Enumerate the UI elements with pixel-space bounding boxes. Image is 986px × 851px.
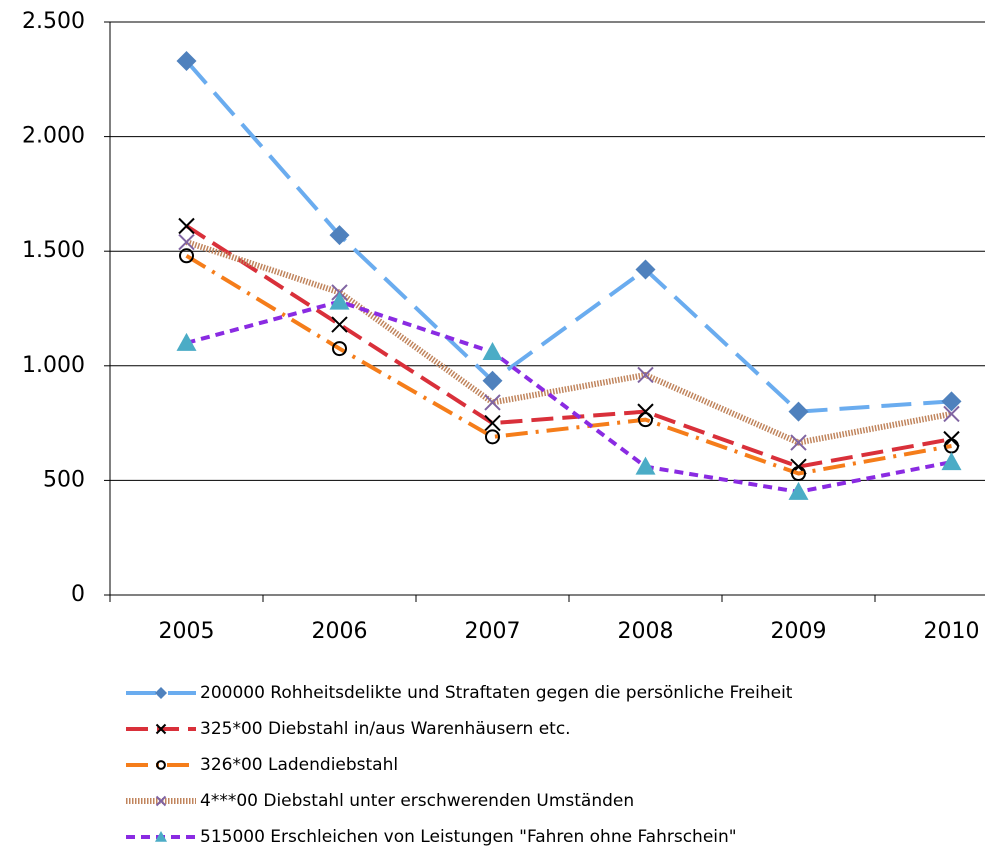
y-tick-label: 2.500 xyxy=(22,9,85,34)
marker xyxy=(156,760,166,770)
marker xyxy=(155,687,167,699)
marker xyxy=(943,405,960,423)
y-tick-label: 2.000 xyxy=(22,124,85,149)
x-tick-label: 2009 xyxy=(771,619,827,644)
legend-label: 326*00 Ladendiebstahl xyxy=(200,755,398,775)
marker xyxy=(484,414,501,432)
series-line xyxy=(185,239,953,446)
y-tick-label: 0 xyxy=(71,582,85,607)
legend-marker xyxy=(155,723,167,735)
marker xyxy=(791,466,806,482)
marker xyxy=(331,316,348,333)
marker xyxy=(635,456,656,475)
marker xyxy=(482,342,503,361)
series-line xyxy=(185,299,952,494)
marker xyxy=(482,370,503,391)
marker xyxy=(329,291,350,310)
marker xyxy=(155,723,167,735)
marker xyxy=(485,429,500,445)
x-tick-label: 2010 xyxy=(924,619,980,644)
marker xyxy=(635,259,656,280)
x-tick-label: 2008 xyxy=(618,619,674,644)
series-line xyxy=(184,59,952,414)
marker xyxy=(176,332,197,351)
x-tick-label: 2007 xyxy=(465,619,521,644)
marker xyxy=(329,225,350,246)
marker xyxy=(788,481,809,500)
y-tick-label: 1.000 xyxy=(22,353,85,378)
x-tick-label: 2005 xyxy=(159,619,215,644)
legend-marker xyxy=(155,831,167,842)
legend-label: 200000 Rohheitsdelikte und Straftaten ge… xyxy=(200,683,793,703)
marker xyxy=(178,217,195,235)
marker xyxy=(155,831,167,842)
legend-marker xyxy=(155,795,167,807)
legend-marker xyxy=(156,760,166,770)
marker xyxy=(178,233,195,251)
marker xyxy=(179,248,194,264)
y-tick-label: 1.500 xyxy=(22,238,85,263)
marker xyxy=(155,795,167,807)
marker xyxy=(941,452,962,471)
marker xyxy=(176,50,197,71)
marker xyxy=(637,366,654,384)
legend-marker xyxy=(155,687,167,699)
marker xyxy=(638,412,653,428)
series-line xyxy=(185,224,952,469)
marker xyxy=(332,341,347,357)
series-line xyxy=(185,254,952,476)
marker xyxy=(788,401,809,422)
legend-label: 515000 Erschleichen von Leistungen "Fahr… xyxy=(200,827,737,847)
legend-label: 4***00 Diebstahl unter erschwerenden Ums… xyxy=(200,791,634,811)
marker xyxy=(941,391,962,412)
y-tick-label: 500 xyxy=(43,467,85,492)
marker xyxy=(790,434,807,451)
marker xyxy=(484,394,501,411)
legend-label: 325*00 Diebstahl in/aus Warenhäusern etc… xyxy=(200,719,571,739)
x-tick-label: 2006 xyxy=(312,619,368,644)
